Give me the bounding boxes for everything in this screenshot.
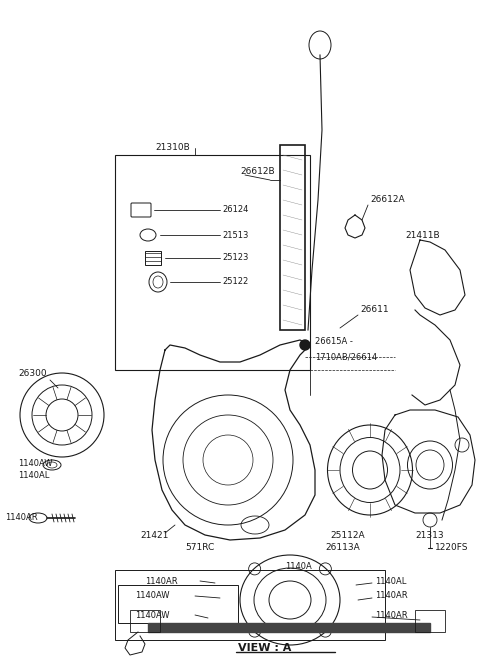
Text: 571RC: 571RC (185, 543, 214, 553)
Text: 26615A -: 26615A - (315, 338, 353, 346)
Text: 21411B: 21411B (405, 231, 440, 240)
Text: 1140AR: 1140AR (375, 610, 408, 620)
Text: 26612A: 26612A (370, 196, 405, 204)
Circle shape (300, 340, 310, 350)
Text: 1140A_: 1140A_ (285, 562, 316, 570)
Text: 21421: 21421 (140, 530, 168, 539)
Text: 26113A: 26113A (325, 543, 360, 553)
Text: 1140AW: 1140AW (135, 591, 169, 600)
Bar (115, 155, 310, 370)
Bar (145, 251, 161, 265)
Text: 1140AR: 1140AR (145, 576, 178, 585)
Text: 1140AR: 1140AR (5, 514, 37, 522)
Text: VIEW : A: VIEW : A (238, 643, 291, 653)
Text: 1140AL: 1140AL (375, 576, 407, 585)
Text: 1220FS: 1220FS (435, 543, 468, 553)
Text: 26300: 26300 (18, 369, 47, 378)
Polygon shape (148, 623, 430, 632)
Text: 21310B: 21310B (155, 143, 190, 152)
Text: 1140AW: 1140AW (135, 610, 169, 620)
Text: 21513: 21513 (222, 231, 248, 240)
Text: 26612B: 26612B (240, 168, 275, 177)
Bar (280, 145, 305, 330)
Text: 1140AL: 1140AL (18, 470, 49, 480)
Bar (130, 610, 160, 632)
Text: 1140AR: 1140AR (375, 591, 408, 600)
Text: 25122: 25122 (222, 277, 248, 286)
Bar (118, 585, 238, 623)
Text: 25123: 25123 (222, 254, 248, 263)
Text: 1710AB/26614: 1710AB/26614 (315, 353, 377, 361)
Text: 26611: 26611 (360, 306, 389, 315)
Text: 21313: 21313 (415, 530, 444, 539)
Bar (415, 610, 445, 632)
Bar (115, 570, 385, 640)
Text: 26124: 26124 (222, 206, 248, 214)
Text: 1140AW: 1140AW (18, 459, 52, 468)
Text: 25112A: 25112A (330, 530, 365, 539)
